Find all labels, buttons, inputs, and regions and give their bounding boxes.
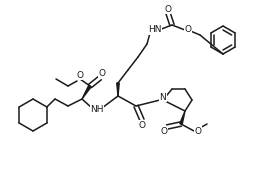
Text: O: O [184,26,191,34]
Polygon shape [180,111,185,124]
Text: O: O [165,5,172,13]
Polygon shape [82,85,91,99]
Text: O: O [139,121,146,130]
Text: O: O [160,128,167,136]
Text: HN: HN [148,26,162,34]
Text: O: O [99,68,106,78]
Text: N: N [160,93,166,101]
Text: NH: NH [90,106,104,114]
Text: O: O [195,127,201,135]
Text: O: O [77,71,84,79]
Polygon shape [117,83,119,96]
